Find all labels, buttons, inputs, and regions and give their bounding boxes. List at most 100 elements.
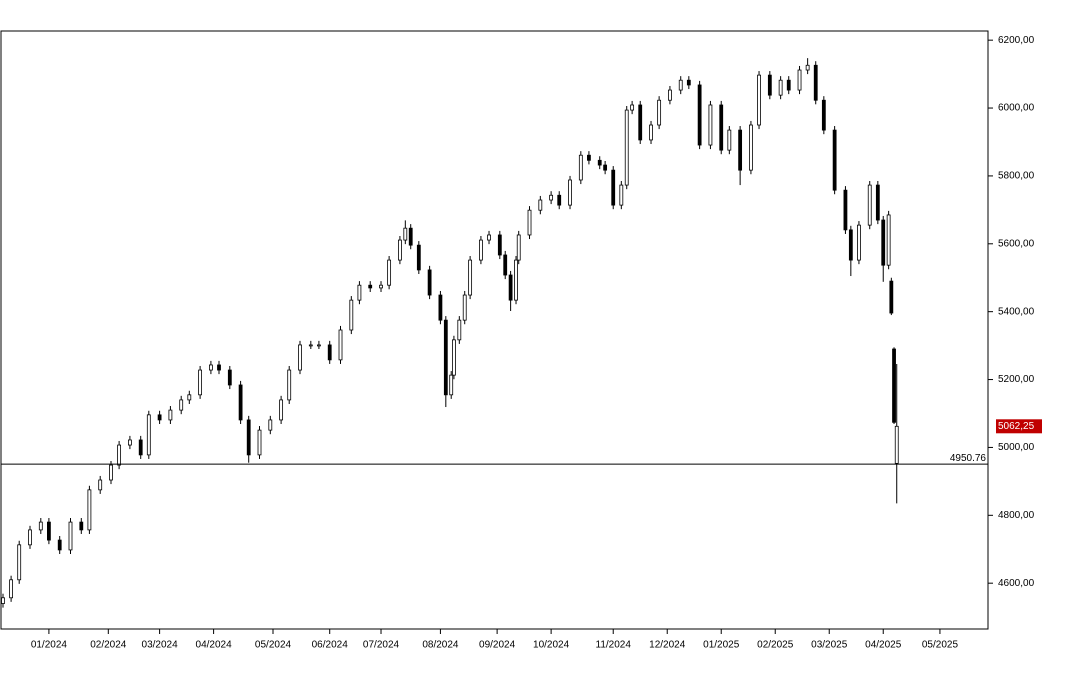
candle-body [452,339,456,376]
candle-body [9,579,13,599]
candle-body [503,254,508,276]
candle-body [457,319,462,341]
candle-body [538,199,543,211]
candle-body [38,521,43,531]
candle-body [268,419,273,431]
candle-body [867,184,872,226]
x-tick-label: 08/2024 [422,640,459,651]
x-tick-label: 10/2024 [533,640,570,651]
candle-body [813,64,818,101]
candle-body [128,439,132,446]
candle-body [209,364,213,371]
candle-body [657,99,662,126]
x-tick-label: 07/2024 [363,640,400,651]
candle-body [146,414,151,456]
candle-body [468,259,473,296]
candle-body [686,79,691,86]
candle-body [416,244,421,271]
candle-body [557,194,562,206]
candle-body [624,109,629,186]
x-tick-label: 11/2024 [596,640,632,651]
candle-body [138,439,143,456]
candle-body [17,544,22,581]
candle-body [603,164,608,171]
candle-body [87,489,92,531]
candle-body [738,129,743,171]
candle-body [778,79,783,96]
y-tick-label: 6200,00 [998,35,1035,46]
candle-body [462,294,467,321]
y-tick-label: 5400,00 [998,306,1035,317]
candle-body [79,521,84,531]
candle-body [449,374,454,396]
x-tick-label: 01/2025 [703,640,740,651]
candle-body [279,399,284,421]
candle-body [28,529,32,546]
candle-body [408,227,413,246]
candle-body [508,274,513,301]
candle-body [327,344,332,361]
candle-body [117,444,122,466]
candle-body [246,419,251,456]
candle-body [678,79,683,91]
candle-body [298,344,302,371]
x-tick-label: 01/2024 [31,640,68,651]
candle-body [387,259,392,286]
candle-body [767,74,772,96]
candle-body [338,329,343,361]
candle-body [578,154,583,181]
x-tick-label: 05/2024 [255,640,292,651]
last-price-box [996,419,1042,434]
plot-frame [0,30,989,630]
candle-body [317,344,321,347]
candle-body [848,229,853,261]
candle-body [287,369,292,401]
candle-body [109,464,113,481]
x-tick-label: 03/2025 [811,640,848,651]
candle-body [47,521,51,541]
candle-body [487,234,491,241]
x-tick-label: 09/2024 [479,640,516,651]
candle-body [1,597,5,604]
y-tick-label: 6000,00 [998,103,1035,114]
x-tick-label: 02/2025 [757,640,794,651]
y-tick-label: 4600,00 [998,578,1035,589]
x-tick-label: 12/2024 [649,640,686,651]
candle-body [549,194,554,201]
candle-body [832,129,837,191]
candle-body [516,234,521,261]
candle-body [597,159,602,166]
y-tick-label: 5200,00 [998,374,1035,385]
candle-body [797,69,802,91]
candle-body [630,104,635,111]
candle-body [238,384,243,421]
candle-body [368,284,373,289]
candle-body [805,64,810,71]
candle-body [875,184,880,221]
candle-body [708,104,713,146]
candle-body [881,219,886,266]
candle-body [257,429,262,456]
candle-body [479,239,483,261]
candle-body [889,280,894,314]
candle-body [168,409,173,421]
candle-body [349,299,354,331]
candle-body [403,227,408,241]
candle-body [57,539,62,551]
candle-body [638,104,643,141]
candle-body [843,189,848,231]
candle-body [443,319,448,396]
candle-body [697,84,702,146]
candle-body [497,234,502,256]
candle-body [892,348,896,423]
last-price-label: 5062,25 [998,421,1035,432]
y-tick-label: 5600,00 [998,238,1035,249]
x-tick-label: 06/2024 [312,640,349,651]
candle-body [379,284,383,289]
candle-body [198,369,203,396]
candle-body [98,479,103,491]
candle-body [727,129,732,151]
candle-body [68,521,73,551]
candle-body [587,154,591,161]
